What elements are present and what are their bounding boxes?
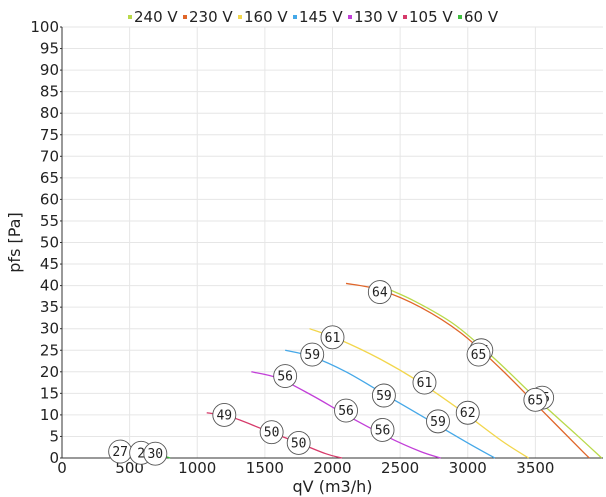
y-tick-label: 40 [40, 277, 59, 295]
y-tick-label: 50 [40, 234, 59, 252]
y-tick-label: 60 [40, 190, 59, 208]
bubble-label: 30 [147, 447, 163, 462]
bubble-label: 65 [471, 348, 487, 363]
bubble-label: 56 [338, 404, 354, 419]
legend-swatch [183, 15, 187, 19]
y-tick-label: 65 [40, 169, 59, 187]
legend-swatch [293, 15, 297, 19]
y-tick-label: 95 [40, 40, 59, 58]
y-axis-title: pfs [Pa] [5, 212, 24, 272]
bubble-label: 56 [277, 370, 293, 385]
bubble-marker [143, 441, 168, 466]
bubble-marker [259, 420, 284, 445]
bubble-label: 64 [372, 286, 388, 301]
y-tick-label: 85 [40, 83, 59, 101]
bubble-marker [367, 280, 392, 305]
bubble-marker [523, 387, 548, 412]
y-tick-label: 30 [40, 320, 59, 338]
bubble-label: 61 [325, 331, 341, 346]
x-tick-label: 1000 [178, 459, 216, 477]
legend-label: 145 V [299, 8, 343, 26]
bubble-label: 56 [375, 423, 391, 438]
x-tick-label: 2500 [381, 459, 419, 477]
bubble-label: 61 [417, 376, 433, 391]
legend-label: 130 V [354, 8, 398, 26]
y-tick-label: 75 [40, 126, 59, 144]
y-tick-label: 100 [30, 18, 59, 36]
bubble-marker [426, 409, 450, 434]
legend: 240 V 230 V 160 V 145 V 130 V 105 V 60 V [128, 8, 499, 26]
bubble-label: 59 [376, 389, 392, 404]
legend-swatch [403, 15, 407, 19]
bubble-marker [320, 325, 345, 350]
bubble-label: 27 [112, 445, 128, 460]
x-tick-label: 1500 [246, 459, 284, 477]
bubble-marker [286, 430, 311, 455]
legend-swatch [128, 15, 132, 19]
x-axis-title: qV (m3/h) [293, 477, 373, 496]
y-tick-label: 55 [40, 212, 59, 230]
y-tick-label: 90 [40, 61, 59, 79]
bubble-label: 49 [216, 408, 232, 423]
x-tick-label: 0 [57, 459, 67, 477]
bubble-label: 59 [304, 348, 320, 363]
series-lines [118, 282, 603, 459]
bubble-marker [371, 383, 396, 408]
bubble-marker [466, 342, 491, 367]
grid [61, 26, 603, 459]
y-tick-label: 45 [40, 255, 59, 273]
bubble-marker [300, 342, 325, 367]
legend-swatch [348, 15, 352, 19]
legend-label: 240 V [134, 8, 178, 26]
x-tick-label: 2000 [313, 459, 351, 477]
bubble-label: 59 [430, 415, 446, 430]
legend-swatch [238, 15, 242, 19]
legend-swatch [458, 15, 462, 19]
bubble-label: 50 [264, 426, 280, 441]
y-tick-label: 10 [40, 406, 59, 424]
bubble-label: 62 [460, 406, 476, 421]
bubble-label: 65 [528, 393, 544, 408]
y-tick-label: 5 [49, 427, 59, 445]
bubble-marker [334, 398, 358, 423]
legend-label: 60 V [464, 8, 499, 26]
y-tick-label: 70 [40, 147, 59, 165]
bubbles: 656564656561616259595956565649505027230 [108, 280, 555, 466]
y-tick-label: 0 [49, 449, 59, 467]
y-tick-label: 15 [40, 384, 59, 402]
y-tick-label: 80 [40, 104, 59, 122]
y-tick-label: 25 [40, 341, 59, 359]
bubble-marker [212, 402, 237, 427]
bubble-marker [370, 418, 395, 442]
axes: 0510152025303540455055606570758085909510… [30, 18, 603, 477]
y-tick-label: 20 [40, 363, 59, 381]
x-tick-label: 3000 [449, 459, 487, 477]
y-tick-label: 35 [40, 298, 59, 316]
bubble-label: 2 [137, 446, 145, 461]
bubble-label: 50 [291, 436, 307, 451]
legend-label: 230 V [189, 8, 233, 26]
legend-label: 160 V [244, 8, 288, 26]
x-tick-label: 3500 [516, 459, 554, 477]
series-line-0 [379, 285, 603, 459]
bubble-marker [455, 400, 480, 425]
bubble-marker [412, 370, 437, 395]
bubble-marker [273, 364, 298, 389]
legend-label: 105 V [409, 8, 453, 26]
